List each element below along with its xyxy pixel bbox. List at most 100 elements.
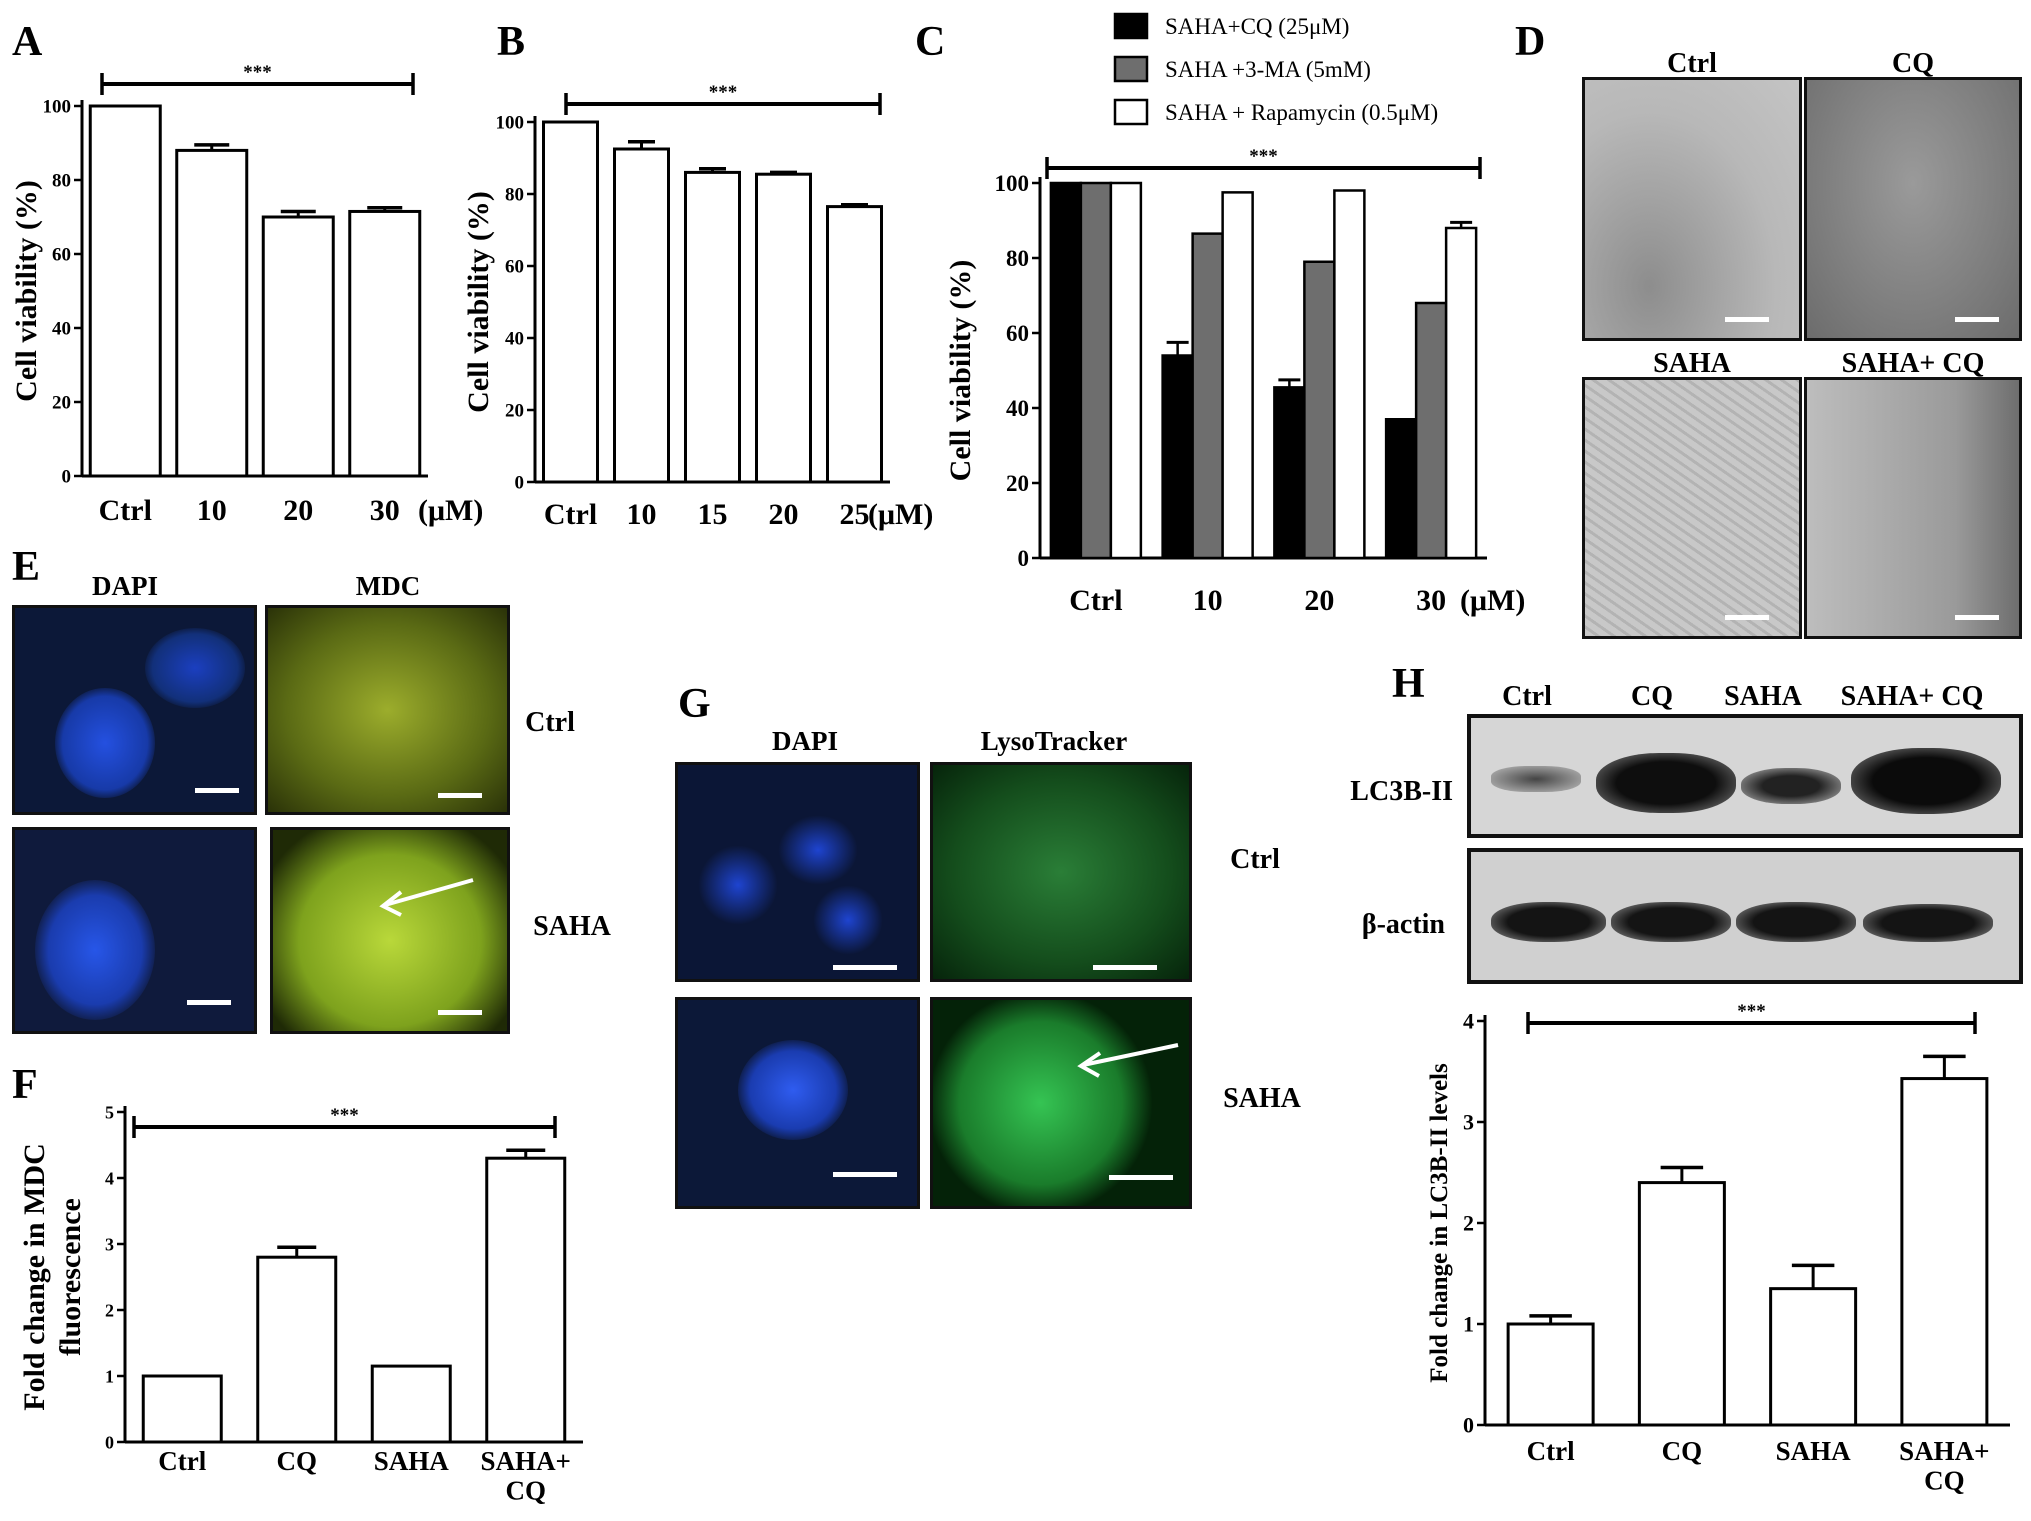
x-tick-label: CQ <box>1662 1436 1703 1466</box>
column-label-dapi: DAPI <box>772 726 838 756</box>
micrograph-d-saha-cq <box>1804 377 2022 639</box>
x-tick-label: 25 <box>840 498 870 531</box>
bar <box>348 209 422 478</box>
x-unit-label: (μM) <box>868 498 933 531</box>
micrograph-label-cq: CQ <box>1892 48 1934 79</box>
x-tick-label: SAHA <box>1776 1436 1852 1466</box>
bar <box>1273 386 1306 560</box>
scale-bar <box>833 1172 897 1177</box>
y-tick-label: 100 <box>43 97 72 118</box>
y-tick-label: 60 <box>1006 321 1029 346</box>
x-tick-label: 30 <box>370 494 400 527</box>
bar <box>826 205 883 484</box>
x-tick-label: SAHA <box>374 1446 450 1476</box>
y-axis-label: Cell viability (%) <box>462 191 495 413</box>
x-tick-label: Ctrl <box>1069 584 1122 617</box>
micrograph-d-cq <box>1804 77 2022 341</box>
panel-letter-f: F <box>12 1062 38 1108</box>
chart-h: 0 1 2 3 4 Fold change in LC3B-II levels Ctrl CQ… <box>1426 1001 2010 1496</box>
micrograph-label-saha-cq: SAHA+ CQ <box>1842 348 1985 379</box>
blot-lane-saha: SAHA <box>1724 681 1803 712</box>
y-tick-label: 60 <box>52 245 71 266</box>
x-tick-label: SAHA+ CQ <box>1899 1436 1989 1496</box>
x-tick-label: SAHA+ CQ <box>481 1446 571 1506</box>
bar <box>1384 418 1418 560</box>
chart-f: 0 1 2 3 4 5 Fold change in MDC fluorescence Ctrl… <box>18 1102 583 1506</box>
x-tick-label: CQ <box>277 1446 318 1476</box>
panel-letter-d: D <box>1515 19 1545 65</box>
bar <box>141 1374 223 1444</box>
row-label-ctrl: Ctrl <box>1230 844 1280 875</box>
western-blot-beta-actin <box>1467 848 2023 984</box>
y-tick-label: 3 <box>1463 1110 1474 1135</box>
blot-lane-saha-cq: SAHA+ CQ <box>1841 681 1984 712</box>
bar <box>1109 181 1143 560</box>
y-tick-label: 2 <box>105 1300 114 1320</box>
legend-label: SAHA + Rapamycin (0.5μM) <box>1165 100 1438 125</box>
y-tick-label: 3 <box>105 1234 114 1254</box>
legend-label: SAHA+CQ (25μM) <box>1165 14 1349 39</box>
bar <box>1221 191 1254 560</box>
x-tick-label: 10 <box>197 494 227 527</box>
x-tick-label: 20 <box>283 494 313 527</box>
x-tick-label: 10 <box>627 498 657 531</box>
micrograph-e-mdc-ctrl <box>265 605 510 815</box>
bar <box>613 147 670 484</box>
panel-letter-g: G <box>678 681 711 727</box>
micrograph-e-mdc-saha <box>270 827 510 1034</box>
x-tick-label: Ctrl <box>158 1446 206 1476</box>
scale-bar <box>438 793 482 798</box>
micrograph-e-dapi-ctrl <box>12 605 257 815</box>
bar <box>1049 181 1083 560</box>
x-tick-label: 15 <box>698 498 728 531</box>
x-tick-label: 20 <box>1304 584 1334 617</box>
y-tick-label: 60 <box>505 257 524 278</box>
significance-stars: *** <box>243 62 272 83</box>
bar <box>88 104 162 478</box>
bar <box>1303 260 1336 560</box>
scale-bar <box>1725 317 1769 322</box>
y-tick-label: 1 <box>1463 1312 1474 1337</box>
bar <box>1506 1322 1595 1427</box>
micrograph-e-dapi-saha <box>12 827 257 1034</box>
significance-stars: *** <box>1737 1001 1766 1022</box>
micrograph-label-saha: SAHA <box>1653 348 1732 379</box>
blot-lane-cq: CQ <box>1631 681 1673 712</box>
y-tick-label: 100 <box>496 113 525 134</box>
y-tick-label: 4 <box>1463 1009 1474 1034</box>
y-tick-label: 0 <box>1018 546 1030 571</box>
bar <box>1414 301 1448 560</box>
panel-letter-a: A <box>12 19 43 65</box>
scale-bar <box>1955 317 1999 322</box>
scale-bar <box>195 788 239 793</box>
y-tick-label: 40 <box>52 319 71 340</box>
blot-band-actin-2 <box>1611 902 1731 942</box>
blot-lane-ctrl: Ctrl <box>1502 681 1552 712</box>
blot-band-ctrl <box>1491 766 1581 792</box>
micrograph-g-lyso-ctrl <box>930 762 1192 982</box>
x-tick-label: 20 <box>769 498 799 531</box>
y-tick-label: 20 <box>52 393 71 414</box>
bar <box>261 215 335 478</box>
micrograph-d-ctrl <box>1582 77 1802 341</box>
significance-stars: *** <box>709 82 738 103</box>
x-tick-label: 30 <box>1416 584 1446 617</box>
y-tick-label: 1 <box>105 1366 114 1386</box>
y-tick-label: 80 <box>1006 246 1029 271</box>
significance-stars: *** <box>1249 146 1278 167</box>
row-label-ctrl: Ctrl <box>525 707 575 738</box>
bar <box>684 170 741 484</box>
bar <box>1769 1287 1858 1427</box>
column-label-lysotracker: LysoTracker <box>981 726 1127 756</box>
column-label-mdc: MDC <box>356 571 420 601</box>
scale-bar <box>1093 965 1157 970</box>
blot-band-actin-1 <box>1491 902 1606 942</box>
y-axis-label: Fold change in LC3B-II levels <box>1426 1063 1453 1383</box>
y-axis-label: Fold change in MDC <box>18 1143 51 1411</box>
panel-letter-h: H <box>1392 661 1425 707</box>
y-axis-label-line2: fluorescence <box>54 1198 87 1356</box>
bar <box>175 148 249 478</box>
blot-band-actin-4 <box>1863 904 1993 942</box>
micrograph-g-dapi-ctrl <box>675 762 920 982</box>
y-axis-label: Cell viability (%) <box>944 260 977 482</box>
